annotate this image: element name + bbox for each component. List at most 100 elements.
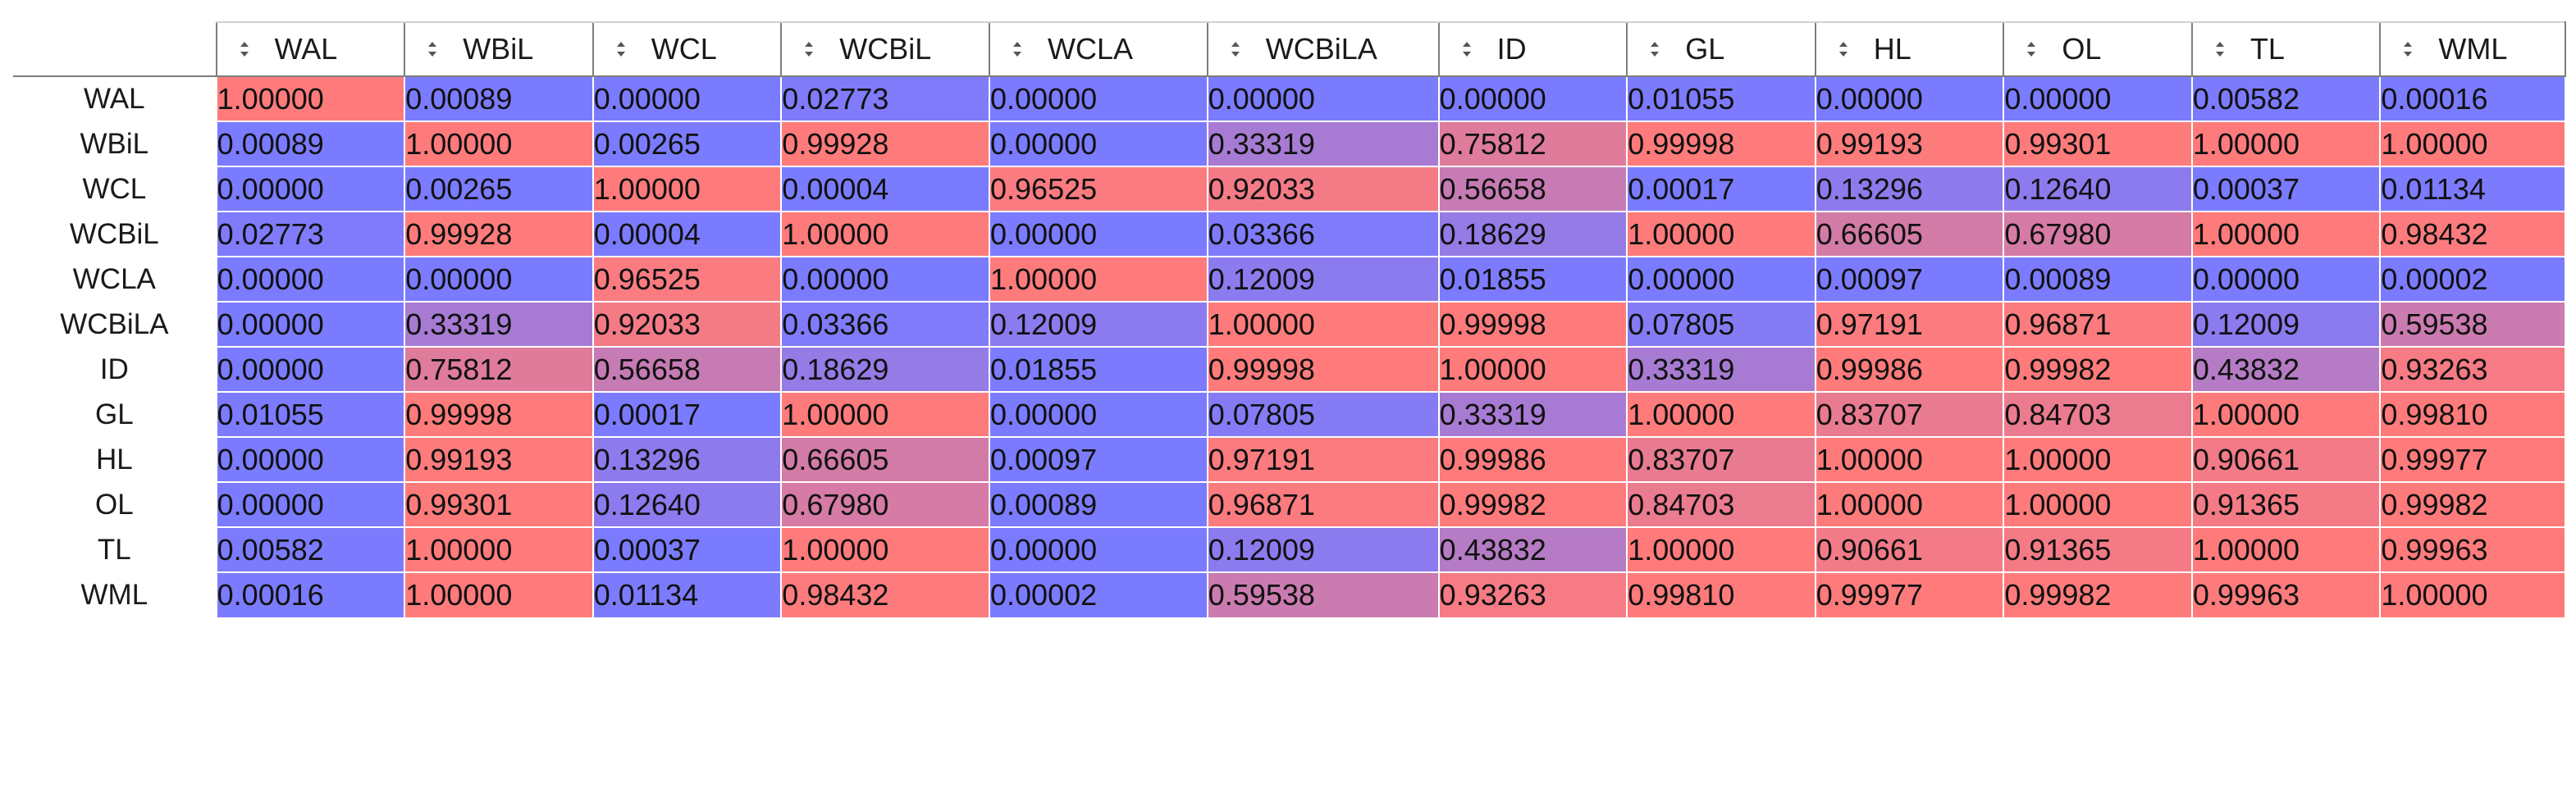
matrix-cell[interactable]: 0.99986 <box>1814 346 2005 393</box>
matrix-cell[interactable]: 0.00002 <box>2379 256 2566 303</box>
matrix-cell[interactable]: 0.67980 <box>2003 211 2193 257</box>
matrix-cell[interactable]: 0.99810 <box>2379 391 2566 438</box>
matrix-cell[interactable]: 0.99301 <box>2003 121 2193 167</box>
matrix-cell[interactable]: 1.00000 <box>215 75 406 122</box>
matrix-cell[interactable]: 0.00037 <box>2190 166 2382 212</box>
matrix-cell[interactable]: 0.92033 <box>1206 166 1440 212</box>
matrix-cell[interactable]: 0.07805 <box>1626 301 1816 348</box>
sort-icon[interactable] <box>1230 40 1241 58</box>
matrix-cell[interactable]: 1.00000 <box>2190 526 2382 573</box>
matrix-cell[interactable]: 0.99998 <box>1437 301 1628 348</box>
column-header-wcla[interactable]: WCLA <box>989 21 1208 77</box>
matrix-cell[interactable]: 0.18629 <box>1437 211 1628 257</box>
matrix-cell[interactable]: 0.99982 <box>2379 481 2566 528</box>
matrix-cell[interactable]: 0.00000 <box>989 526 1208 573</box>
column-header-wcbil[interactable]: WCBiL <box>780 21 989 77</box>
matrix-cell[interactable]: 0.00016 <box>215 571 406 617</box>
matrix-cell[interactable]: 0.01855 <box>989 346 1208 393</box>
matrix-cell[interactable]: 1.00000 <box>404 121 594 167</box>
matrix-cell[interactable]: 1.00000 <box>1626 526 1816 573</box>
matrix-cell[interactable]: 0.00089 <box>404 75 594 122</box>
matrix-cell[interactable]: 0.96525 <box>591 256 783 303</box>
matrix-cell[interactable]: 0.13296 <box>591 436 783 483</box>
matrix-cell[interactable]: 0.99977 <box>2379 436 2566 483</box>
matrix-cell[interactable]: 0.00017 <box>1626 166 1816 212</box>
matrix-cell[interactable]: 0.12640 <box>591 481 783 528</box>
matrix-cell[interactable]: 1.00000 <box>780 211 990 257</box>
matrix-cell[interactable]: 0.00000 <box>989 211 1208 257</box>
matrix-cell[interactable]: 0.18629 <box>780 346 990 393</box>
matrix-cell[interactable]: 0.99301 <box>404 481 594 528</box>
column-header-ol[interactable]: OL <box>2003 21 2192 77</box>
matrix-cell[interactable]: 0.00000 <box>215 256 406 303</box>
matrix-cell[interactable]: 0.00000 <box>1814 75 2005 122</box>
matrix-cell[interactable]: 0.99928 <box>404 211 594 257</box>
matrix-cell[interactable]: 0.99193 <box>404 436 594 483</box>
matrix-cell[interactable]: 1.00000 <box>1437 346 1628 393</box>
sort-icon[interactable] <box>1461 40 1473 58</box>
matrix-cell[interactable]: 0.07805 <box>1206 391 1440 438</box>
matrix-cell[interactable]: 0.00000 <box>215 166 406 212</box>
matrix-cell[interactable]: 0.00265 <box>591 121 783 167</box>
matrix-cell[interactable]: 0.90661 <box>2190 436 2382 483</box>
matrix-cell[interactable]: 0.66605 <box>1814 211 2005 257</box>
matrix-cell[interactable]: 0.00000 <box>215 301 406 348</box>
matrix-cell[interactable]: 0.00089 <box>989 481 1208 528</box>
matrix-cell[interactable]: 0.99977 <box>1814 571 2005 617</box>
matrix-cell[interactable]: 0.84703 <box>1626 481 1816 528</box>
column-header-hl[interactable]: HL <box>1814 21 2004 77</box>
matrix-cell[interactable]: 0.56658 <box>1437 166 1628 212</box>
matrix-cell[interactable]: 0.00000 <box>2003 75 2193 122</box>
matrix-cell[interactable]: 1.00000 <box>404 571 594 617</box>
matrix-cell[interactable]: 1.00000 <box>780 526 990 573</box>
matrix-cell[interactable]: 1.00000 <box>2190 121 2382 167</box>
matrix-cell[interactable]: 0.12009 <box>1206 526 1440 573</box>
matrix-cell[interactable]: 0.33319 <box>1437 391 1628 438</box>
matrix-cell[interactable]: 0.67980 <box>780 481 990 528</box>
matrix-cell[interactable]: 1.00000 <box>1626 391 1816 438</box>
matrix-cell[interactable]: 0.03366 <box>780 301 990 348</box>
sort-icon[interactable] <box>427 40 438 58</box>
matrix-cell[interactable]: 0.00000 <box>404 256 594 303</box>
column-header-wml[interactable]: WML <box>2379 21 2566 77</box>
matrix-cell[interactable]: 0.99982 <box>2003 571 2193 617</box>
column-header-id[interactable]: ID <box>1437 21 1628 77</box>
matrix-cell[interactable]: 0.01055 <box>1626 75 1816 122</box>
matrix-cell[interactable]: 0.00000 <box>215 436 406 483</box>
sort-icon[interactable] <box>1838 40 1849 58</box>
sort-icon[interactable] <box>239 40 250 58</box>
matrix-cell[interactable]: 0.91365 <box>2003 526 2193 573</box>
matrix-cell[interactable]: 0.03366 <box>1206 211 1440 257</box>
matrix-cell[interactable]: 1.00000 <box>2003 481 2193 528</box>
matrix-cell[interactable]: 1.00000 <box>780 391 990 438</box>
matrix-cell[interactable]: 0.99982 <box>1437 481 1628 528</box>
sort-icon[interactable] <box>615 40 627 58</box>
matrix-cell[interactable]: 1.00000 <box>591 166 783 212</box>
matrix-cell[interactable]: 0.97191 <box>1814 301 2005 348</box>
matrix-cell[interactable]: 0.00000 <box>989 75 1208 122</box>
matrix-cell[interactable]: 0.99928 <box>780 121 990 167</box>
matrix-cell[interactable]: 0.33319 <box>1626 346 1816 393</box>
matrix-cell[interactable]: 0.00000 <box>989 121 1208 167</box>
matrix-cell[interactable]: 1.00000 <box>2190 211 2382 257</box>
matrix-cell[interactable]: 0.00089 <box>2003 256 2193 303</box>
matrix-cell[interactable]: 0.96871 <box>2003 301 2193 348</box>
matrix-cell[interactable]: 0.99193 <box>1814 121 2005 167</box>
matrix-cell[interactable]: 0.93263 <box>2379 346 2566 393</box>
matrix-cell[interactable]: 0.33319 <box>404 301 594 348</box>
matrix-cell[interactable]: 0.99986 <box>1437 436 1628 483</box>
sort-icon[interactable] <box>1012 40 1023 58</box>
matrix-cell[interactable]: 0.02773 <box>215 211 406 257</box>
matrix-cell[interactable]: 1.00000 <box>2003 436 2193 483</box>
matrix-cell[interactable]: 1.00000 <box>1206 301 1440 348</box>
matrix-cell[interactable]: 0.00000 <box>1206 75 1440 122</box>
matrix-cell[interactable]: 1.00000 <box>2379 121 2566 167</box>
matrix-cell[interactable]: 0.00265 <box>404 166 594 212</box>
matrix-cell[interactable]: 0.00004 <box>780 166 990 212</box>
matrix-cell[interactable]: 0.12009 <box>1206 256 1440 303</box>
sort-icon[interactable] <box>1649 40 1660 58</box>
column-header-wcl[interactable]: WCL <box>591 21 782 77</box>
matrix-cell[interactable]: 1.00000 <box>404 526 594 573</box>
matrix-cell[interactable]: 0.01855 <box>1437 256 1628 303</box>
matrix-cell[interactable]: 0.99810 <box>1626 571 1816 617</box>
